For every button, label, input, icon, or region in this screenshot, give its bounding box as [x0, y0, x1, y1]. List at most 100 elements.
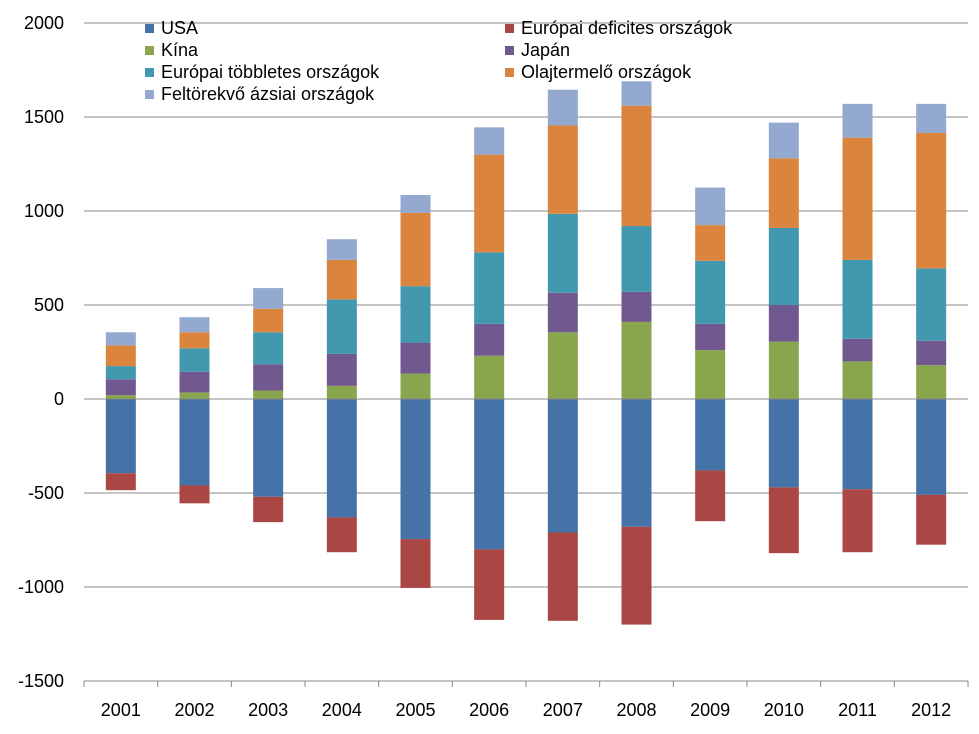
legend: USA Európai deficites országok Kína Japán Eu… — [145, 18, 733, 104]
legend-item: Európai többletes országok — [145, 62, 380, 82]
bar-segment — [547, 332, 578, 399]
bar-segment — [842, 489, 873, 553]
y-tick-label: -500 — [28, 483, 64, 503]
bar-segment — [768, 341, 799, 399]
bar-segment — [547, 532, 578, 621]
legend-swatch — [505, 24, 514, 33]
bar-segment — [621, 81, 652, 106]
legend-label: Olajtermelő országok — [521, 62, 692, 82]
bar-segment — [916, 268, 947, 341]
bar-segment — [547, 213, 578, 293]
x-tick-label: 2008 — [616, 700, 656, 720]
bar-segment — [695, 323, 726, 351]
y-tick-label: -1500 — [18, 671, 64, 691]
legend-label: Japán — [521, 40, 570, 60]
y-tick-label: 1500 — [24, 107, 64, 127]
bar-segment — [253, 308, 284, 333]
x-tick-label: 2012 — [911, 700, 951, 720]
bar-segment — [179, 485, 210, 504]
bar-segment — [768, 487, 799, 554]
bar-segment — [400, 373, 431, 399]
legend-swatch — [505, 46, 514, 55]
bar-segment — [916, 132, 947, 269]
legend-swatch — [145, 24, 154, 33]
bar-segment — [695, 470, 726, 522]
bar-segment — [179, 371, 210, 393]
legend-item: Japán — [505, 40, 570, 60]
bar-segment — [474, 252, 505, 324]
bar-segment — [621, 321, 652, 399]
bar-segment — [768, 158, 799, 228]
legend-swatch — [145, 90, 154, 99]
y-axis-tick-labels: 2000 1500 1000 500 0 -500 -1000 -1500 — [18, 13, 64, 691]
x-tick-label: 2010 — [764, 700, 804, 720]
bar-segment — [621, 105, 652, 227]
bar-segment — [768, 227, 799, 305]
bar-segment — [621, 526, 652, 625]
legend-label: Feltörekvő ázsiai országok — [161, 84, 375, 104]
bar-segment — [695, 399, 726, 471]
bar-segment — [253, 332, 284, 365]
bar-segment — [105, 379, 136, 396]
bar-segment — [400, 286, 431, 343]
bar-segment — [547, 399, 578, 533]
x-tick-label: 2004 — [322, 700, 362, 720]
bar-segment — [695, 225, 726, 261]
bar-segment — [253, 399, 284, 497]
x-tick-label: 2011 — [838, 700, 877, 720]
gridlines — [84, 22, 968, 682]
bar-segment — [253, 390, 284, 399]
bar-segment — [474, 154, 505, 253]
x-tick-label: 2009 — [690, 700, 730, 720]
bar-segment — [842, 361, 873, 399]
bar-segment — [105, 345, 136, 367]
bar-segment — [326, 517, 357, 553]
y-tick-label: -1000 — [18, 577, 64, 597]
bar-segment — [916, 340, 947, 366]
bar-segment — [326, 239, 357, 260]
x-tick-label: 2006 — [469, 700, 509, 720]
bar-segment — [695, 260, 726, 324]
legend-item: USA — [145, 18, 198, 38]
y-tick-label: 0 — [54, 389, 64, 409]
bar-segment — [474, 549, 505, 620]
bar-segment — [842, 137, 873, 260]
bar-segment — [474, 323, 505, 356]
y-tick-label: 2000 — [24, 13, 64, 33]
bar-segment — [695, 350, 726, 399]
y-tick-label: 500 — [34, 295, 64, 315]
bar-segment — [326, 399, 357, 518]
legend-item: Feltörekvő ázsiai országok — [145, 84, 375, 104]
bar-segment — [105, 395, 136, 399]
bar-segment — [547, 292, 578, 333]
x-tick-label: 2005 — [395, 700, 435, 720]
bar-segment — [768, 305, 799, 342]
bar-segment — [621, 291, 652, 322]
bar-segment — [400, 399, 431, 540]
x-tick-label: 2001 — [101, 700, 141, 720]
x-axis — [83, 398, 969, 687]
bar-segment — [695, 187, 726, 226]
bar-segment — [400, 539, 431, 588]
legend-swatch — [505, 68, 514, 77]
bar-segment — [842, 103, 873, 138]
bar-segment — [768, 122, 799, 159]
bar-segment — [179, 392, 210, 399]
x-tick-label: 2003 — [248, 700, 288, 720]
bar-segment — [326, 299, 357, 354]
legend-label: USA — [161, 18, 198, 38]
x-tick-label: 2002 — [174, 700, 214, 720]
bar-segment — [179, 332, 210, 349]
bar-segment — [400, 342, 431, 374]
bar-segment — [842, 399, 873, 490]
bar-segment — [400, 195, 431, 213]
bars — [105, 81, 947, 625]
bar-segment — [326, 259, 357, 300]
bar-segment — [105, 473, 136, 491]
bar-segment — [179, 317, 210, 333]
bar-segment — [179, 348, 210, 372]
legend-item: Olajtermelő országok — [505, 62, 692, 82]
legend-swatch — [145, 68, 154, 77]
bar-segment — [326, 353, 357, 386]
